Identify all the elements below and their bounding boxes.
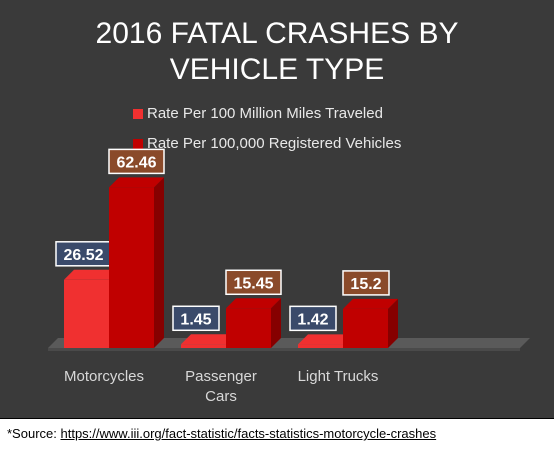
legend-swatch <box>133 139 143 149</box>
bar <box>109 187 154 348</box>
source-link[interactable]: https://www.iii.org/fact-statistic/facts… <box>60 426 437 441</box>
chart-floor <box>48 338 530 348</box>
data-label-box <box>108 148 165 175</box>
bar-top <box>181 334 236 345</box>
chart-title-line: VEHICLE TYPE <box>170 53 385 86</box>
legend-label: Rate Per 100 Million Miles Traveled <box>147 105 383 122</box>
bar-side <box>271 298 281 348</box>
bar <box>64 279 109 348</box>
legend-label: Rate Per 100,000 Registered Vehicles <box>147 135 401 152</box>
chart-panel: 2016 FATAL CRASHES BY VEHICLE TYPE Rate Pe… <box>0 0 554 418</box>
bar <box>343 308 388 348</box>
data-label: 1.42 <box>297 311 328 328</box>
data-label-box <box>172 305 220 332</box>
bar-top <box>343 298 398 309</box>
bar-top <box>109 177 164 188</box>
bar <box>298 344 343 348</box>
data-label: 1.45 <box>180 311 211 328</box>
category-label: Passenger <box>185 368 257 385</box>
bar-top <box>226 298 281 309</box>
data-label: 15.2 <box>350 276 381 293</box>
category-label: Cars <box>205 388 237 405</box>
source-line: *Source: https://www.iii.org/fact-statis… <box>0 418 554 449</box>
data-label: 62.46 <box>116 154 156 171</box>
bar-top <box>64 269 119 280</box>
source-prefix: *Source: <box>7 426 61 441</box>
bar <box>226 308 271 348</box>
bar-top <box>298 334 353 345</box>
data-label-box <box>289 305 337 332</box>
chart-floor-edge <box>48 348 520 351</box>
bar-side <box>154 177 164 348</box>
data-label: 15.45 <box>233 275 273 292</box>
category-label: Motorcycles <box>64 368 144 385</box>
data-label: 26.52 <box>63 247 103 264</box>
category-label: Light Trucks <box>298 368 379 385</box>
data-label-box <box>342 270 390 296</box>
legend-swatch <box>133 109 143 119</box>
bar <box>181 344 226 348</box>
chart-title-line: 2016 FATAL CRASHES BY <box>96 17 459 50</box>
bar-side <box>388 298 398 348</box>
data-label-box <box>225 269 282 296</box>
